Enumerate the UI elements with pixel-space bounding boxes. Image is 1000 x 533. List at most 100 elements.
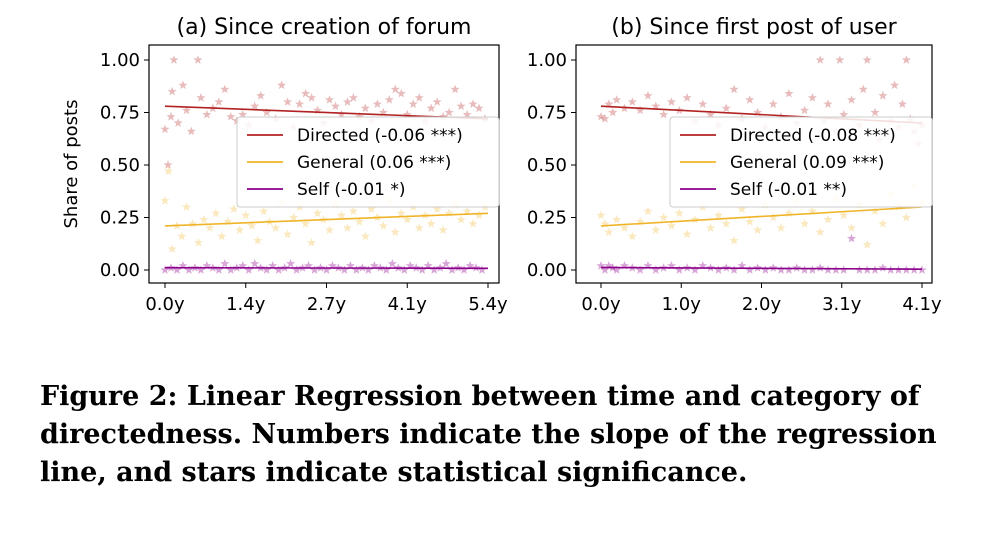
data-point (378, 221, 388, 230)
data-point (831, 265, 841, 274)
data-point (690, 214, 700, 224)
data-point (815, 55, 825, 64)
data-point (815, 263, 825, 272)
data-point (301, 88, 311, 98)
data-point (600, 265, 610, 274)
x-tick-label: 0.0y (145, 294, 185, 315)
data-point (815, 227, 825, 237)
data-point (784, 88, 794, 98)
data-point (177, 231, 187, 241)
data-point (253, 235, 263, 245)
data-point (807, 93, 817, 102)
data-point (432, 97, 442, 106)
data-point (348, 93, 358, 102)
data-point (468, 219, 478, 228)
data-point (402, 109, 412, 119)
data-point (321, 265, 332, 274)
data-point (181, 202, 192, 211)
data-point (229, 204, 239, 213)
data-point (612, 265, 622, 274)
data-point (306, 237, 317, 247)
data-point (423, 261, 433, 270)
data-point (870, 206, 880, 216)
data-point (235, 225, 245, 234)
data-point (846, 95, 857, 104)
data-point (807, 206, 817, 216)
data-point (768, 212, 778, 222)
y-tick-label: 0.00 (100, 260, 140, 281)
data-point (414, 93, 424, 102)
data-point (862, 55, 872, 64)
data-point (339, 265, 350, 274)
data-point (438, 225, 448, 234)
data-point (167, 86, 177, 96)
data-point (627, 231, 637, 241)
data-point (172, 265, 182, 274)
data-point (187, 219, 198, 228)
data-point (635, 105, 645, 115)
data-point (193, 237, 204, 247)
data-point (768, 263, 778, 272)
data-point (250, 101, 260, 111)
data-point (292, 265, 302, 274)
x-tick-label: 1.0y (662, 294, 702, 315)
data-point (477, 265, 487, 274)
data-point (600, 114, 610, 123)
data-point (745, 216, 755, 226)
data-point (643, 261, 653, 270)
data-point (846, 223, 857, 232)
data-point (336, 210, 347, 220)
data-point (426, 103, 436, 113)
data-point (474, 103, 484, 113)
data-point (447, 265, 457, 274)
data-point (800, 219, 810, 228)
data-point (666, 221, 677, 230)
data-point (698, 99, 708, 108)
y-tick-label: 0.25 (100, 208, 140, 229)
data-point (776, 223, 786, 232)
data-point (456, 101, 466, 111)
data-point (823, 214, 833, 224)
data-point (604, 227, 614, 237)
data-point (721, 103, 731, 113)
chart-panel-b: (b) Since first post of user 0.00 0.25 0.50… (527, 15, 942, 315)
data-point (682, 93, 692, 102)
data-point (596, 111, 606, 121)
data-point (674, 208, 684, 218)
data-point (330, 101, 341, 111)
data-point (468, 99, 478, 108)
data-point (674, 265, 684, 274)
data-point (312, 105, 323, 115)
data-point (384, 95, 394, 104)
data-point (917, 265, 927, 274)
data-point (241, 210, 251, 220)
data-point (890, 80, 900, 90)
legend: Directed (-0.08 ***) General (0.09 ***) Se… (669, 116, 933, 208)
data-point (274, 265, 284, 274)
regression-line (600, 266, 923, 270)
data-point (324, 225, 335, 234)
data-point (901, 55, 911, 64)
data-point (178, 80, 188, 90)
data-point (199, 214, 209, 224)
data-point (312, 208, 323, 218)
data-point (792, 263, 802, 272)
data-point (737, 204, 747, 213)
x-tick-label: 3.1y (822, 294, 862, 315)
data-point (839, 109, 849, 119)
data-point (721, 219, 731, 228)
data-point (729, 84, 739, 94)
data-point (214, 265, 224, 274)
data-point (181, 105, 192, 115)
data-point (432, 204, 442, 213)
data-point (462, 206, 472, 216)
data-point (870, 107, 880, 117)
data-point (217, 231, 227, 241)
data-point (643, 206, 653, 216)
data-point (862, 240, 872, 249)
data-point (878, 90, 888, 100)
data-point (729, 265, 739, 274)
data-point (178, 261, 188, 270)
data-point (160, 265, 170, 274)
data-point (612, 214, 622, 224)
